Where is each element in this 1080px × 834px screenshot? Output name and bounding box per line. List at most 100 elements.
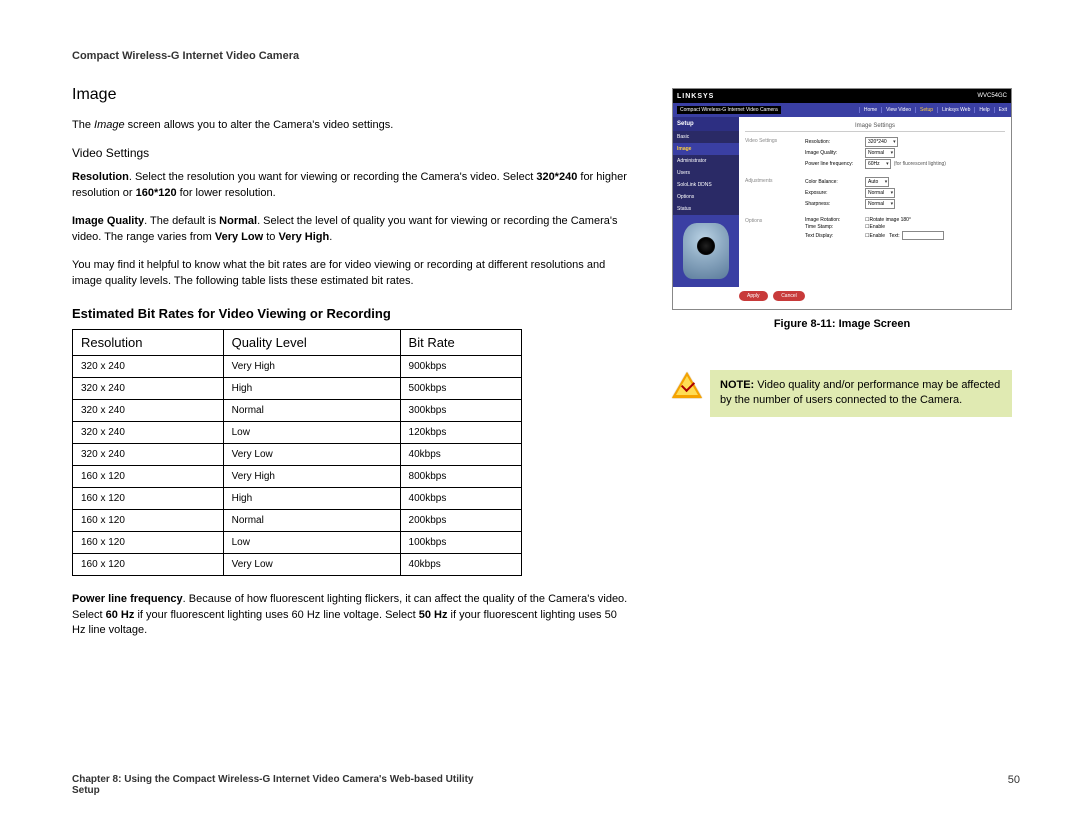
cancel-button[interactable]: Cancel [773,291,805,301]
lbl-freq: Power line frequency: [805,161,865,167]
td-input[interactable] [902,231,944,240]
table-cell: 160 x 120 [73,487,224,509]
nav-links: Home View Video Setup Linksys Web Help Exit [855,107,1007,113]
footer-sub: Setup [72,785,473,796]
text: for lower resolution. [177,187,276,199]
ts-text: Enable [869,224,885,230]
sidebar-item[interactable]: Basic [673,131,739,143]
sidebar-item[interactable]: Users [673,167,739,179]
table-cell: Normal [223,399,400,421]
note-box: NOTE: Video quality and/or performance m… [710,370,1012,417]
section-title: Image [72,86,632,104]
figure-column: LINKSYS WVC54GC Compact Wireless-G Inter… [672,86,1012,651]
lbl-exp: Exposure: [805,190,865,196]
rot-text: Rotate image 180° [869,217,910,223]
text: . The default is [144,215,219,227]
sidebar-item[interactable]: Administrator [673,155,739,167]
table-row: 160 x 120Very High800kbps [73,465,522,487]
apply-button[interactable]: Apply [739,291,768,301]
td-field-lbl: Text: [889,233,900,239]
table-row: 160 x 120Very Low40kbps [73,553,522,575]
group-options: Options [745,216,805,241]
table-cell: Low [223,421,400,443]
footer-chapter: Chapter 8: Using the Compact Wireless-G … [72,774,473,785]
table-cell: 320 x 240 [73,443,224,465]
table-cell: 200kbps [400,509,521,531]
ss-buttons: Apply Cancel [673,287,1011,309]
bitrate-table: Resolution Quality Level Bit Rate 320 x … [72,329,522,576]
bold: 50 Hz [419,609,448,621]
sel-cb[interactable]: Auto [865,177,889,187]
sel-freq[interactable]: 60Hz [865,159,891,169]
sidebar-item[interactable]: Options [673,191,739,203]
table-cell: Very Low [223,443,400,465]
text: The [72,119,94,131]
power-paragraph: Power line frequency. Because of how flu… [72,592,632,640]
table-row: 160 x 120High400kbps [73,487,522,509]
table-cell: 800kbps [400,465,521,487]
table-cell: Normal [223,509,400,531]
table-cell: Very Low [223,553,400,575]
table-cell: 500kbps [400,377,521,399]
sel-quality[interactable]: Normal [865,148,895,158]
ss-sidebar: Setup BasicImageAdministratorUsersSoloLi… [673,117,739,287]
nav-link[interactable]: Exit [994,107,1007,113]
table-cell: 120kbps [400,421,521,443]
table-row: 320 x 240Normal300kbps [73,399,522,421]
nav-link[interactable]: Home [859,107,877,113]
table-cell: Low [223,531,400,553]
lead: Image Quality [72,215,144,227]
table-title: Estimated Bit Rates for Video Viewing or… [72,306,632,321]
panel-title: Image Settings [745,123,1005,132]
table-cell: High [223,377,400,399]
bold: 60 Hz [106,609,135,621]
table-cell: 160 x 120 [73,531,224,553]
table-cell: High [223,487,400,509]
table-cell: 160 x 120 [73,509,224,531]
nav-link[interactable]: View Video [881,107,911,113]
table-cell: 100kbps [400,531,521,553]
sel-sharp[interactable]: Normal [865,199,895,209]
table-header-row: Resolution Quality Level Bit Rate [73,329,522,355]
note-text: Video quality and/or performance may be … [720,379,1000,406]
table-cell: 40kbps [400,443,521,465]
sub-title: Video Settings [72,146,632,160]
lbl-cb: Color Balance: [805,179,865,185]
bold: 320*240 [536,171,577,183]
intro-paragraph: The Image screen allows you to alter the… [72,118,632,134]
warning-icon [672,370,702,400]
sidebar-setup[interactable]: Setup [673,117,739,131]
nav-link[interactable]: Setup [915,107,933,113]
text: . Select the resolution you want for vie… [129,171,536,183]
resolution-paragraph: Resolution. Select the resolution you wa… [72,170,632,202]
col-quality: Quality Level [223,329,400,355]
nav-link[interactable]: Help [974,107,989,113]
td-text: Enable [869,233,885,239]
ss-topbar: LINKSYS WVC54GC [673,89,1011,103]
main-content: Image The Image screen allows you to alt… [72,86,632,651]
sidebar-item[interactable]: Image [673,143,739,155]
doc-header: Compact Wireless-G Internet Video Camera [72,50,1020,62]
sidebar-item[interactable]: Status [673,203,739,215]
lead: Resolution [72,171,129,183]
sel-resolution[interactable]: 320*240 [865,137,898,147]
table-row: 160 x 120Normal200kbps [73,509,522,531]
text-em: Image [94,119,125,131]
text: screen allows you to alter the Camera's … [125,119,394,131]
table-cell: 160 x 120 [73,465,224,487]
ss-main-panel: Image Settings Video Settings Resolution… [739,117,1011,287]
table-cell: 160 x 120 [73,553,224,575]
lbl-ts: Time Stamp: [805,224,865,230]
bold: Very High [278,231,329,243]
bold: 160*120 [136,187,177,199]
bold: Very Low [215,231,263,243]
nav-link[interactable]: Linksys Web [937,107,970,113]
sidebar-item[interactable]: SoloLink DDNS [673,179,739,191]
table-row: 320 x 240Very High900kbps [73,355,522,377]
table-cell: 320 x 240 [73,421,224,443]
page-footer: Chapter 8: Using the Compact Wireless-G … [72,774,1020,796]
table-row: 320 x 240High500kbps [73,377,522,399]
sel-exp[interactable]: Normal [865,188,895,198]
lbl-sharp: Sharpness: [805,201,865,207]
table-cell: 300kbps [400,399,521,421]
